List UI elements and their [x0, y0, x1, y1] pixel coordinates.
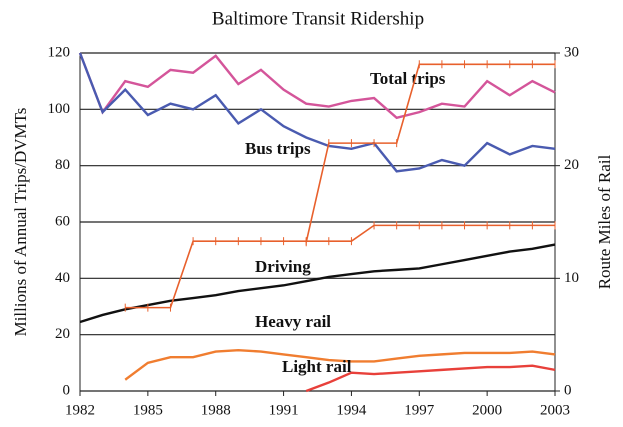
series-line: [305, 63, 555, 243]
x-tick-label: 1997: [404, 402, 435, 418]
series-line: [305, 364, 556, 393]
y-tick-label: 20: [55, 326, 70, 342]
y2-tick-label: 10: [564, 270, 579, 286]
y2-tick-label: 20: [564, 157, 579, 173]
series-label: Driving: [255, 257, 311, 276]
chart-title: Baltimore Transit Ridership: [212, 8, 424, 29]
y-tick-label: 40: [55, 270, 70, 286]
y2-tick-label: 30: [564, 44, 579, 60]
y-tick-label: 120: [48, 44, 71, 60]
series-line: [79, 243, 556, 324]
y2-axis-label: Route Miles of Rail: [595, 154, 614, 289]
series-line: [78, 52, 556, 173]
x-tick-label: 2003: [540, 402, 570, 418]
y-tick-label: 60: [55, 213, 70, 229]
y2-tick-label: 0: [564, 382, 572, 398]
y-tick-label: 100: [48, 101, 71, 117]
series-label: Bus trips: [245, 139, 311, 158]
y-tick-label: 80: [55, 157, 70, 173]
y-tick-label: 0: [63, 382, 71, 398]
series-line: [78, 52, 556, 120]
x-tick-label: 1994: [336, 402, 367, 418]
x-tick-label: 1985: [133, 402, 163, 418]
x-tick-label: 1982: [65, 402, 95, 418]
series-line: [124, 348, 556, 381]
series-label: Light rail: [282, 357, 352, 376]
y-axis-label: Millions of Annual Trips/DVMTs: [11, 108, 30, 337]
x-tick-label: 2000: [472, 402, 502, 418]
x-tick-label: 1988: [201, 402, 231, 418]
series-label: Heavy rail: [255, 312, 331, 331]
x-tick-label: 1991: [269, 402, 299, 418]
series-line: [125, 224, 555, 309]
series-label: Total trips: [370, 69, 446, 88]
